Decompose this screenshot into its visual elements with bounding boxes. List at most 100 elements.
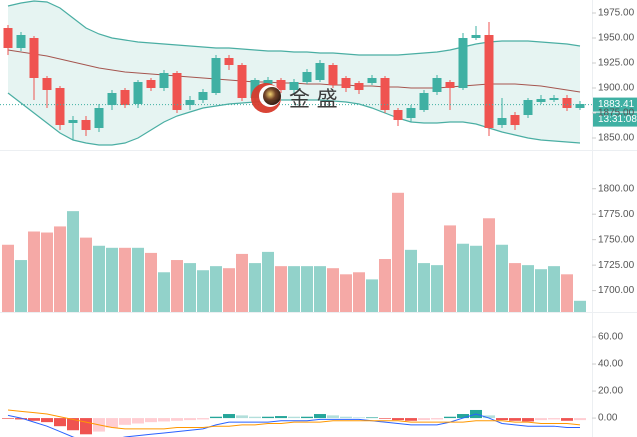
volume-bar	[236, 253, 248, 312]
histogram-bar	[132, 418, 144, 424]
volume-bar	[41, 232, 53, 312]
histogram-bar	[28, 418, 40, 421]
candle-body	[471, 35, 481, 38]
signal-line	[7, 409, 581, 430]
volume-bar	[353, 272, 365, 312]
histogram-bar	[366, 417, 378, 419]
candle-body	[55, 88, 65, 125]
candle-body	[198, 92, 208, 100]
candle-body	[159, 73, 169, 88]
candle-body	[29, 38, 39, 78]
candle-body	[276, 80, 286, 90]
volume-bar	[171, 260, 183, 312]
histogram-bar	[496, 418, 508, 421]
candle-body	[549, 98, 559, 100]
histogram-bar	[54, 418, 66, 427]
volume-bar	[392, 192, 404, 312]
candle-body	[120, 90, 130, 105]
histogram-bar	[314, 414, 326, 419]
histogram-bar	[301, 416, 313, 419]
candle-body	[432, 78, 442, 92]
y-tick-label: 1800.00	[598, 183, 635, 194]
histogram-bar	[418, 418, 430, 421]
volume-bar	[67, 211, 79, 312]
candle-body	[172, 73, 182, 110]
histogram-bar	[119, 418, 131, 425]
histogram-bar	[262, 416, 274, 419]
histogram-bar	[327, 415, 339, 419]
candle-body	[367, 78, 377, 83]
candle-body	[380, 78, 390, 110]
candle-body	[16, 35, 26, 48]
candle-body	[263, 80, 273, 84]
volume-bar	[80, 237, 92, 312]
volume-bar	[158, 272, 170, 312]
histogram-bar	[184, 418, 196, 421]
volume-pane	[2, 192, 586, 312]
histogram-bar	[2, 418, 14, 419]
band-fill	[8, 1, 580, 145]
candle-body	[81, 120, 91, 130]
volume-bar	[15, 260, 27, 312]
candle-body	[419, 93, 429, 110]
y-tick-label: 1700.00	[598, 285, 635, 296]
histogram-bar	[483, 415, 495, 419]
candle-body	[133, 82, 143, 104]
candle-body	[458, 38, 468, 88]
volume-bar	[457, 243, 469, 312]
y-tick-label: 1875.00	[598, 108, 635, 119]
volume-bar	[275, 266, 287, 312]
volume-bar	[548, 266, 560, 312]
volume-bar	[327, 268, 339, 312]
candle-body	[536, 99, 546, 102]
volume-bar	[132, 247, 144, 312]
candle-body	[484, 35, 494, 128]
volume-bar	[366, 279, 378, 312]
candle-body	[3, 28, 13, 48]
macd-pane	[2, 409, 586, 437]
volume-bar	[106, 247, 118, 312]
volume-bar	[223, 268, 235, 312]
volume-bar	[483, 218, 495, 312]
histogram-bar	[522, 418, 534, 422]
volume-bar	[301, 266, 313, 312]
candle-body	[237, 65, 247, 98]
y-tick-label: 1900.00	[598, 83, 635, 94]
y-tick-label: 60.00	[598, 332, 623, 343]
histogram-bar	[236, 415, 248, 419]
y-tick-label: 1975.00	[598, 8, 635, 19]
histogram-bar	[340, 416, 352, 419]
volume-bar	[379, 259, 391, 312]
histogram-bar	[275, 416, 287, 419]
histogram-bar	[171, 418, 183, 421]
logo-orb	[263, 87, 281, 105]
candle-body	[510, 115, 520, 125]
y-tick-label: 20.00	[598, 386, 623, 397]
histogram-bar	[457, 414, 469, 419]
candle-body	[211, 58, 221, 93]
y-tick-label: 1950.00	[598, 33, 635, 44]
candle-body	[445, 82, 455, 88]
candle-body	[393, 110, 403, 120]
volume-bar	[574, 300, 586, 312]
volume-bar	[470, 245, 482, 312]
volume-bar	[444, 225, 456, 312]
volume-bar	[535, 269, 547, 312]
candle-body	[146, 80, 156, 88]
histogram-bar	[67, 418, 79, 431]
candle-body	[575, 104, 585, 108]
histogram-bar	[379, 418, 391, 419]
candle-body	[107, 93, 117, 105]
volume-bar	[54, 226, 66, 312]
candle-body	[185, 100, 195, 105]
volume-bar	[28, 231, 40, 312]
volume-bar	[522, 265, 534, 312]
histogram-bar	[41, 418, 53, 423]
volume-bar	[340, 274, 352, 312]
histogram-bar	[288, 416, 300, 419]
volume-bar	[405, 249, 417, 312]
histogram-bar	[249, 416, 261, 419]
candle-body	[315, 63, 325, 80]
volume-bar	[249, 263, 261, 312]
